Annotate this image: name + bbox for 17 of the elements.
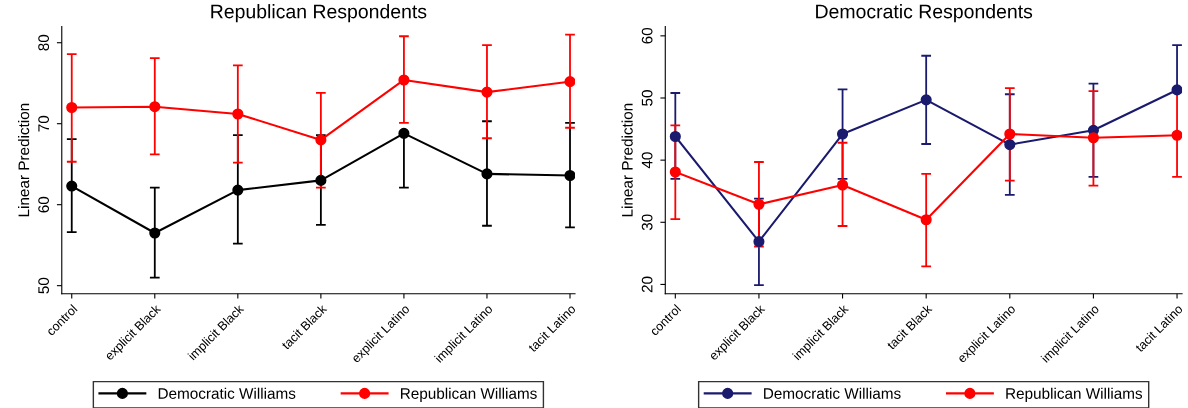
y-axis-title: Linear Prediction [18, 103, 30, 217]
y-tick-label: 50 [641, 90, 653, 106]
y-tick-label: 40 [641, 152, 653, 169]
legend-label: Democratic Williams [764, 387, 901, 399]
y-tick-label: 20 [641, 276, 653, 293]
y-tick-label: 50 [38, 277, 50, 294]
legend-label: Democratic Williams [158, 387, 296, 399]
y-tick-label: 70 [38, 115, 50, 132]
legend-label: Republican Williams [401, 387, 537, 402]
y-tick-label: 80 [38, 34, 50, 51]
y-tick-label: 30 [641, 214, 653, 231]
y-axis-title: Linear Prediction [621, 103, 633, 217]
y-tick-label: 60 [641, 27, 653, 44]
legend-label: Republican Williams [1006, 387, 1143, 402]
chart-title: Republican Respondents [211, 4, 427, 23]
chart-title: Democratic Respondents [816, 4, 1033, 23]
y-tick-label: 60 [38, 196, 50, 213]
